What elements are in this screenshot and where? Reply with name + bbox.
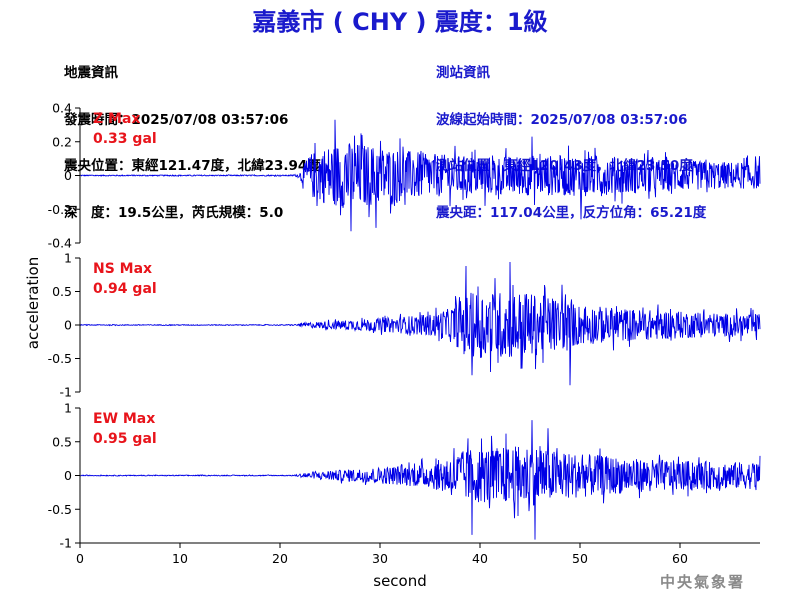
chart-title: 嘉義市 ( CHY ) 震度：1級 [252, 8, 548, 36]
y-tick-label-z: 0.2 [52, 134, 72, 149]
x-tick-label: 0 [76, 551, 84, 566]
quake-time: 發震時間：2025/07/08 03:57:06 [64, 111, 289, 128]
y-axis-label: acceleration [24, 257, 42, 349]
y-tick-label-ns: 0 [64, 318, 72, 333]
y-tick-label-z: 0.4 [52, 101, 72, 116]
trace-ew [79, 420, 761, 540]
station-distance: 震央距：117.04公里，反方位角：65.21度 [436, 204, 707, 221]
y-tick-label-ew: 0.5 [52, 434, 72, 449]
y-tick-label-ns: 1 [64, 251, 72, 266]
x-tick-label: 40 [472, 551, 488, 566]
y-tick-label-z: 0 [64, 168, 72, 183]
agency-label: 中央氣象署 [660, 573, 745, 591]
y-tick-label-ns: 0.5 [52, 284, 72, 299]
x-tick-label: 30 [372, 551, 388, 566]
max-label-z: Z Max [93, 111, 140, 127]
y-tick-label-z: -0.4 [48, 236, 72, 251]
y-tick-label-ew: -0.5 [48, 502, 72, 517]
y-tick-label-ew: 0 [64, 468, 72, 483]
trace-ns [79, 262, 761, 386]
y-tick-label-ew: 1 [64, 401, 72, 416]
quake-info-heading: 地震資訊 [64, 65, 118, 81]
max-value-z: 0.33 gal [93, 131, 157, 147]
station-info-heading: 測站資訊 [436, 65, 490, 81]
trace-z [80, 119, 761, 232]
y-tick-label-ew: -1 [60, 536, 72, 551]
y-tick-label-z: -0.2 [48, 202, 72, 217]
max-value-ns: 0.94 gal [93, 281, 157, 297]
max-label-ns: NS Max [93, 261, 152, 277]
y-tick-label-ns: -0.5 [48, 351, 72, 366]
quake-epicenter: 震央位置：東經121.47度，北緯23.94度 [64, 158, 321, 174]
quake-depth-magnitude: 深 度：19.5公里，芮氏規模：5.0 [64, 204, 284, 221]
x-tick-label: 10 [172, 551, 188, 566]
x-axis-label: second [373, 572, 427, 590]
x-tick-label: 20 [272, 551, 288, 566]
quake-info-block: 地震資訊 發震時間：2025/07/08 03:57:06 震央位置：東經121… [64, 35, 321, 237]
y-tick-label-ns: -1 [60, 385, 72, 400]
max-label-ew: EW Max [93, 411, 155, 427]
x-tick-label: 60 [672, 551, 688, 566]
x-tick-label: 50 [572, 551, 588, 566]
station-wave-start: 波線起始時間：2025/07/08 03:57:06 [436, 111, 688, 128]
max-value-ew: 0.95 gal [93, 431, 157, 447]
